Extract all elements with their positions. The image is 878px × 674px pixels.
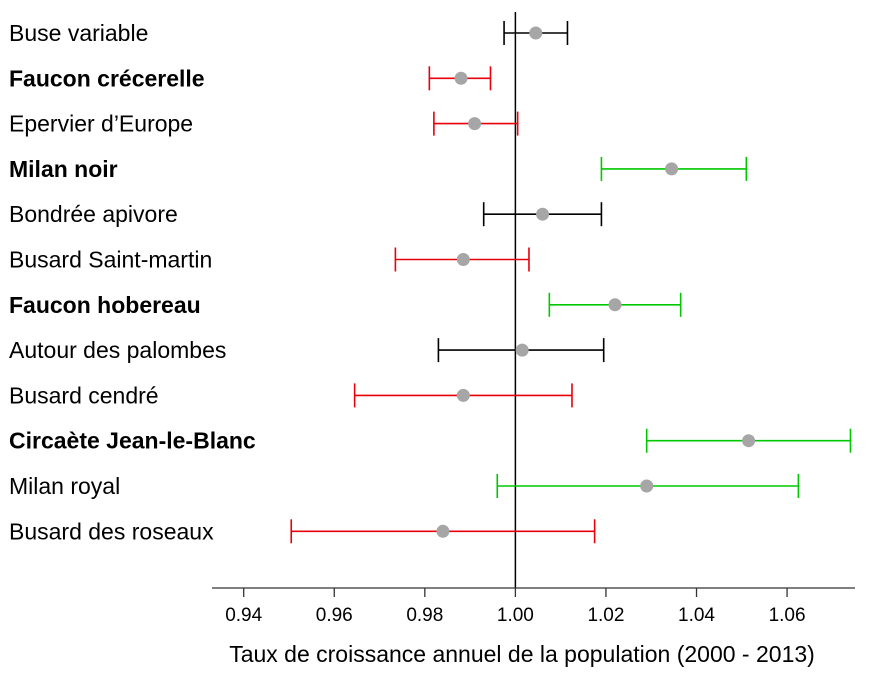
mean-point (456, 388, 470, 402)
species-label: Autour des palombes (9, 337, 226, 363)
error-bar-row (482, 202, 603, 227)
species-label: Busard des roseaux (9, 518, 214, 544)
error-bar-row (496, 474, 800, 498)
mean-point (608, 298, 622, 312)
mean-point (640, 479, 654, 493)
error-bar-row (353, 383, 573, 408)
error-bar-row (394, 247, 530, 272)
species-label: Milan royal (9, 473, 120, 499)
species-labels: Buse variable Faucon crécerelle Epervier d… (9, 20, 256, 544)
error-bar-row (548, 292, 682, 317)
species-label: Busard Saint-martin (9, 247, 212, 273)
error-bar-row (600, 156, 748, 181)
error-bar-row (645, 428, 852, 453)
mean-point (536, 207, 550, 221)
x-tick-label: 1.06 (769, 605, 806, 626)
mean-point (742, 434, 756, 448)
x-tick-label: 1.00 (497, 605, 534, 626)
species-label: Buse variable (9, 20, 148, 46)
error-bars (290, 21, 852, 544)
x-axis-title: Taux de croissance annuel de la populati… (229, 641, 815, 667)
x-axis: 0.94 0.96 0.98 1.00 1.02 1.04 1.06 (212, 587, 855, 626)
mean-point (665, 162, 679, 176)
error-bar-row (437, 338, 605, 363)
x-tick-label: 0.98 (406, 605, 443, 626)
mean-point (454, 71, 468, 85)
error-bar-row (503, 21, 569, 45)
species-label: Faucon hobereau (9, 292, 201, 318)
species-label: Epervier d’Europe (9, 111, 193, 137)
x-tick-label: 1.04 (678, 605, 715, 626)
x-tick-label: 0.96 (316, 605, 353, 626)
mean-point (468, 117, 482, 131)
error-bar-row (290, 519, 596, 544)
species-label: Busard cendré (9, 382, 159, 408)
error-bar-row (428, 66, 492, 91)
x-tick-label: 0.94 (225, 605, 262, 626)
error-bar-row (433, 111, 519, 136)
species-label: Bondrée apivore (9, 201, 178, 227)
mean-point (436, 524, 450, 538)
species-label: Faucon crécerelle (9, 65, 205, 91)
mean-point (529, 26, 543, 40)
x-tick-label: 1.02 (587, 605, 624, 626)
mean-point (515, 343, 529, 357)
mean-point (456, 253, 470, 266)
species-label: Milan noir (9, 156, 118, 182)
species-label: Circaète Jean-le-Blanc (9, 428, 256, 454)
